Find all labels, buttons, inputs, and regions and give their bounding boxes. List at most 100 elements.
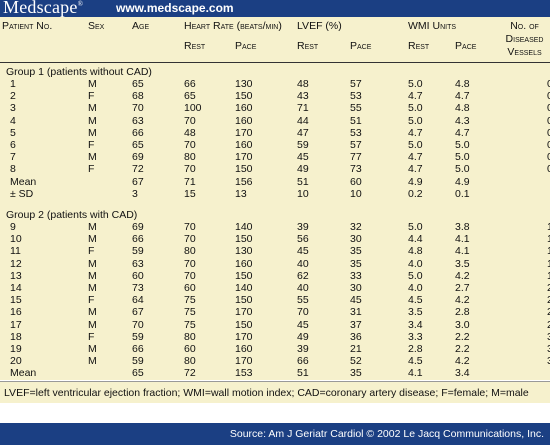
table-cell: Mean — [10, 175, 37, 188]
col-vessels: No. of Diseased Vessels — [505, 20, 544, 58]
table-row: 14 M 73 60 140 40 30 4.0 2.7 2 — [0, 282, 550, 294]
table-cell: 80 — [184, 330, 196, 343]
table-cell: 0 — [547, 151, 550, 164]
table-cell: 48 — [184, 126, 196, 139]
table-cell: M — [88, 318, 97, 331]
table-cell: 72 — [132, 163, 144, 176]
table-cell: 1 — [547, 233, 550, 246]
table-cell: 3.0 — [455, 318, 470, 331]
table-cell: 52 — [350, 355, 362, 368]
table-cell: 0 — [547, 163, 550, 176]
table-cell: 160 — [235, 343, 253, 356]
col-age: Age — [132, 20, 150, 32]
table-cell: 40 — [297, 282, 309, 295]
table-cell: 59 — [132, 330, 144, 343]
table-cell: 39 — [297, 221, 309, 234]
table-row: 7 M 69 80 170 45 77 4.7 5.0 0 — [0, 151, 550, 163]
table-row: 3 M 70 100 160 71 55 5.0 4.8 0 — [0, 102, 550, 114]
table-cell: 35 — [350, 367, 362, 380]
table-cell: 3.3 — [408, 330, 423, 343]
table-cell: 65 — [132, 139, 144, 152]
table-row: 18 F 59 80 170 49 36 3.3 2.2 3 — [0, 331, 550, 343]
table-cell: 73 — [350, 163, 362, 176]
table-cell: 67 — [132, 306, 144, 319]
table-row: 20 M 59 80 170 66 52 4.5 4.2 3 — [0, 355, 550, 367]
table-cell: 70 — [184, 114, 196, 127]
table-cell: 69 — [132, 151, 144, 164]
table-cell: 2 — [547, 318, 550, 331]
table-cell: 17 — [10, 318, 22, 331]
table-cell: 3.5 — [408, 306, 423, 319]
table-cell: 0 — [547, 90, 550, 103]
table-cell: 4.9 — [408, 175, 423, 188]
table-cell: 70 — [184, 269, 196, 282]
table-cell: 71 — [184, 175, 196, 188]
col-lvef: LVEF (%) — [297, 20, 342, 32]
table-row: 15 F 64 75 150 55 45 4.5 4.2 2 — [0, 294, 550, 306]
table-cell: 9 — [10, 221, 16, 234]
table-cell: 30 — [350, 233, 362, 246]
table-cell: 39 — [297, 343, 309, 356]
table-cell: 4.1 — [408, 367, 423, 380]
table-cell: 49 — [297, 330, 309, 343]
table-cell: 66 — [184, 78, 196, 90]
table-cell: 150 — [235, 233, 253, 246]
table-cell: 65 — [184, 90, 196, 103]
site-url[interactable]: www.medscape.com — [116, 1, 234, 15]
table-cell: 31 — [350, 306, 362, 319]
table-cell: 4.7 — [455, 90, 470, 103]
table-cell: 36 — [350, 330, 362, 343]
table-cell: M — [88, 233, 97, 246]
table-cell: 4.8 — [408, 245, 423, 258]
table-cell: M — [88, 126, 97, 139]
table-cell: 2 — [547, 282, 550, 295]
table-cell: 66 — [132, 126, 144, 139]
table-cell: F — [88, 163, 95, 176]
table-cell: M — [88, 257, 97, 270]
table-cell: 1 — [547, 269, 550, 282]
table-cell: 10 — [10, 233, 22, 246]
col-heart-rate: Heart Rate (beats/min) — [184, 20, 282, 32]
table-cell: 4.2 — [455, 355, 470, 368]
table-cell: 2 — [547, 306, 550, 319]
table-cell: M — [88, 102, 97, 115]
source-text: Source: Am J Geriatr Cardiol © 2002 Le J… — [229, 428, 544, 440]
medscape-logo[interactable]: Medscape® — [3, 0, 84, 17]
table-cell: 49 — [297, 163, 309, 176]
data-table-container: Patient No. Sex Age Heart Rate (beats/mi… — [0, 17, 550, 380]
table-cell: 4.8 — [455, 78, 470, 90]
table-cell: 71 — [297, 102, 309, 115]
table-cell: 5.0 — [408, 139, 423, 152]
table-cell: 72 — [184, 367, 196, 380]
table-cell: 1 — [10, 78, 16, 90]
table-cell: 19 — [10, 343, 22, 356]
table-cell: 2.8 — [408, 343, 423, 356]
table-cell: 2.7 — [455, 282, 470, 295]
table-row: 10 M 66 70 150 56 30 4.4 4.1 1 — [0, 233, 550, 245]
table-row: 2 F 68 65 150 43 53 4.7 4.7 0 — [0, 90, 550, 102]
table-cell: 20 — [10, 355, 22, 368]
table-cell: 5.0 — [455, 139, 470, 152]
table-cell: 77 — [350, 151, 362, 164]
table-row: 6 F 65 70 160 59 57 5.0 5.0 0 — [0, 139, 550, 151]
table-cell: 3 — [132, 187, 138, 200]
table-cell — [86, 176, 130, 188]
table-cell: 4.7 — [408, 126, 423, 139]
table-body: Group 1 (patients without CAD) 1 M 65 66 130 4… — [0, 63, 550, 380]
table-cell: 4.7 — [455, 126, 470, 139]
table-cell: 30 — [350, 282, 362, 295]
table-cell — [499, 367, 550, 379]
table-cell: 70 — [132, 102, 144, 115]
table-cell: 37 — [350, 318, 362, 331]
table-cell: 4.1 — [455, 233, 470, 246]
table-cell: 57 — [350, 139, 362, 152]
table-cell: 100 — [184, 102, 202, 115]
table-cell: 0 — [547, 126, 550, 139]
table-cell: 14 — [10, 282, 22, 295]
table-cell: 60 — [184, 343, 196, 356]
table-cell: 59 — [297, 139, 309, 152]
table-cell: 10 — [297, 187, 309, 200]
table-row: 19 M 66 60 160 39 21 2.8 2.2 3 — [0, 343, 550, 355]
table-cell: 0 — [547, 78, 550, 90]
table-cell: 4.9 — [455, 175, 470, 188]
